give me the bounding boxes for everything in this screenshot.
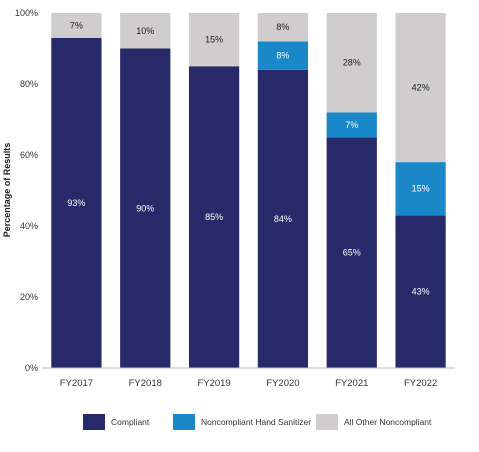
bar-segment-compliant (51, 37, 102, 368)
data-label: 28% (343, 58, 361, 68)
y-axis: 0% 20% 40% 60% 80% 100% (15, 8, 38, 373)
x-tick-label: FY2017 (60, 378, 93, 389)
legend-swatch (83, 414, 105, 430)
data-label: 7% (345, 120, 358, 130)
data-label: 7% (70, 20, 83, 30)
legend-label: Compliant (111, 417, 150, 427)
data-label: 93% (67, 198, 85, 208)
bar-segment-compliant (395, 215, 446, 368)
y-tick-label: 80% (20, 79, 38, 89)
x-tick-label: FY2021 (335, 378, 368, 389)
legend-label: All Other Noncompliant (344, 417, 432, 427)
data-label: 42% (412, 83, 430, 93)
bar-segment-all-other-noncompliant (326, 13, 377, 113)
plot-area: 93% 7% 90% 10% 85% 15% 84% 8% 8% 65% 7% 28% 43% 15% 42… (51, 13, 446, 369)
bar-segment-all-other-noncompliant (257, 13, 309, 42)
y-tick-label: 20% (20, 292, 38, 302)
x-tick-label: FY2019 (197, 378, 230, 389)
y-tick-label: 40% (20, 221, 38, 231)
y-tick-label: 100% (15, 8, 38, 18)
bar-segment-noncompliant-hand-sanitizer (395, 162, 446, 216)
data-label: 8% (276, 22, 289, 32)
bar-segment-compliant (120, 48, 171, 368)
data-label: 8% (276, 51, 289, 61)
bar-segment-all-other-noncompliant (188, 13, 240, 67)
x-tick-label: FY2022 (404, 378, 437, 389)
bar-segment-noncompliant-hand-sanitizer (257, 41, 309, 70)
bar-segment-noncompliant-hand-sanitizer (326, 112, 377, 138)
bar-segment-compliant (188, 66, 240, 368)
x-axis: FY2017 FY2018 FY2019 FY2020 FY2021 FY2022 (42, 367, 455, 389)
data-label: 15% (412, 184, 430, 194)
legend-swatch (173, 414, 195, 430)
legend-swatch (316, 414, 338, 430)
data-label: 90% (136, 203, 154, 213)
bar-segment-all-other-noncompliant (120, 13, 171, 49)
bar-segment-all-other-noncompliant (395, 13, 446, 163)
bar-segment-compliant (326, 137, 377, 368)
data-label: 85% (205, 212, 223, 222)
data-label: 10% (136, 26, 154, 36)
x-tick-label: FY2018 (129, 378, 162, 389)
y-axis-label: Percentage of Results (2, 143, 12, 238)
data-label: 65% (343, 248, 361, 258)
data-label: 15% (205, 35, 223, 45)
x-tick-label: FY2020 (266, 378, 299, 389)
data-label: 43% (412, 287, 430, 297)
y-tick-label: 60% (20, 150, 38, 160)
data-label: 84% (274, 214, 292, 224)
bar-segment-compliant (257, 69, 309, 369)
bar-segment-all-other-noncompliant (51, 13, 102, 38)
legend: Compliant Noncompliant Hand Sanitizer All … (83, 414, 432, 430)
legend-label: Noncompliant Hand Sanitizer (201, 417, 311, 427)
y-tick-label: 0% (25, 363, 38, 373)
